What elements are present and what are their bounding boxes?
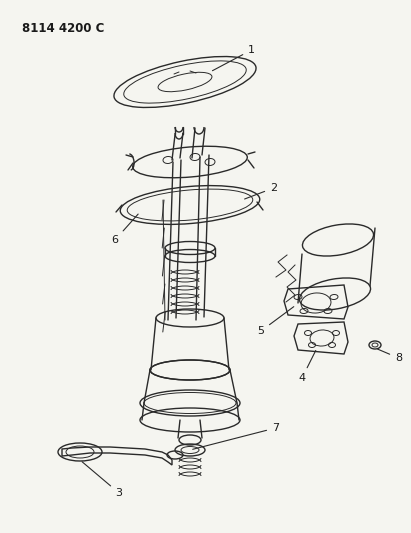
Text: 2: 2 xyxy=(245,183,277,199)
Text: 8114 4200 C: 8114 4200 C xyxy=(22,22,104,35)
Text: 1: 1 xyxy=(212,45,255,71)
Text: 7: 7 xyxy=(193,423,279,449)
Text: 3: 3 xyxy=(82,462,122,498)
Text: 6: 6 xyxy=(111,214,138,245)
Text: 4: 4 xyxy=(298,351,316,383)
Text: 8: 8 xyxy=(378,349,402,363)
Text: 5: 5 xyxy=(258,306,294,336)
